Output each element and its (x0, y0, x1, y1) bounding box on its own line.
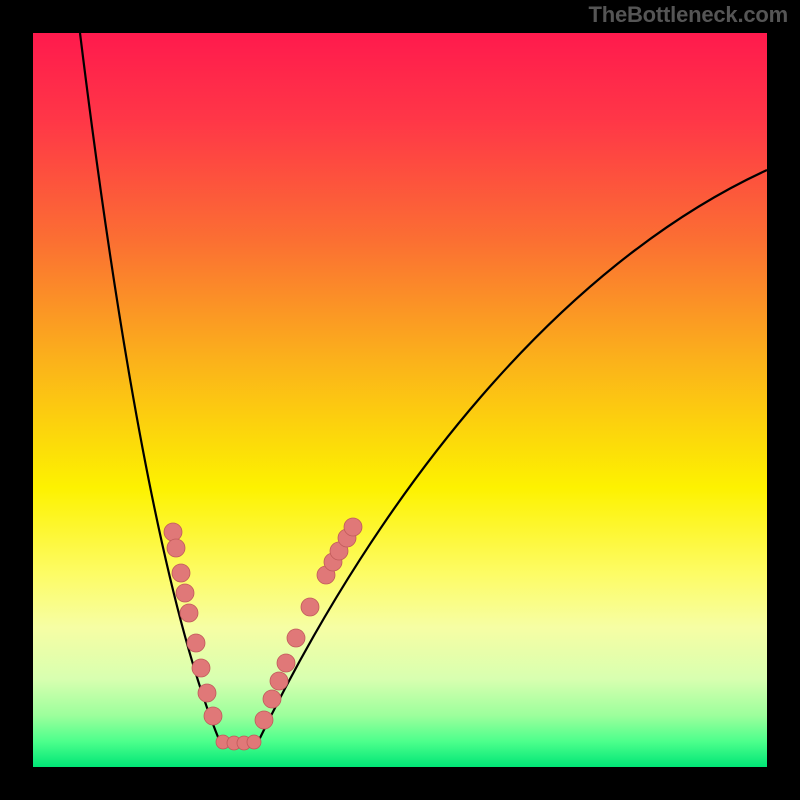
data-point-left (172, 564, 190, 582)
data-point-left (204, 707, 222, 725)
data-point-right (287, 629, 305, 647)
data-point-left (164, 523, 182, 541)
chart-container: TheBottleneck.com (0, 0, 800, 800)
data-point-left (180, 604, 198, 622)
data-point-left (176, 584, 194, 602)
data-point-right (301, 598, 319, 616)
bottleneck-chart (0, 0, 800, 800)
data-point-right (344, 518, 362, 536)
plot-area (33, 33, 767, 767)
data-point-left (187, 634, 205, 652)
data-point-left (167, 539, 185, 557)
data-point-left (192, 659, 210, 677)
data-point-left (198, 684, 216, 702)
watermark-label: TheBottleneck.com (588, 2, 788, 28)
data-point-right (277, 654, 295, 672)
data-point-right (263, 690, 281, 708)
data-point-right (270, 672, 288, 690)
data-point-right (255, 711, 273, 729)
data-point-valley (247, 735, 261, 749)
